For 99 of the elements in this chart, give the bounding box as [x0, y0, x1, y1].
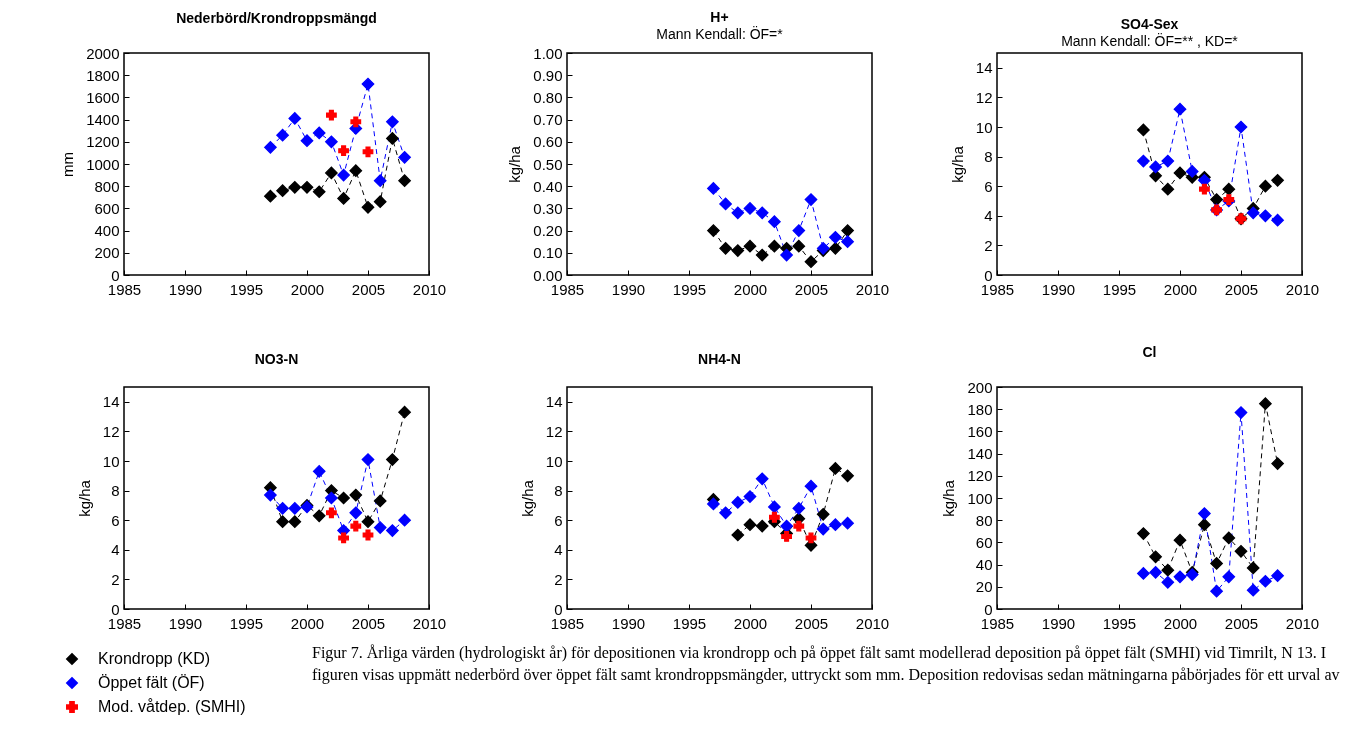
x-tick-label: 2000 — [1163, 280, 1198, 298]
y-axis-title: mm — [59, 152, 77, 177]
y-tick-label: 200 — [94, 244, 120, 262]
y-tick-label: 8 — [984, 148, 993, 166]
chart-title: NH4-N — [698, 351, 741, 367]
chart-subtitle: Mann Kendall: ÖF=* — [656, 25, 784, 42]
x-tick-label: 2010 — [1285, 614, 1320, 632]
y-tick-label: 6 — [984, 177, 993, 195]
y-tick-label: 60 — [975, 533, 993, 551]
y-tick-label: 10 — [102, 452, 120, 470]
x-tick-label: 2000 — [290, 614, 325, 632]
y-tick-label: 200 — [967, 378, 993, 396]
y-tick-label: 6 — [111, 511, 120, 529]
legend-label: Mod. våtdep. (SMHI) — [98, 698, 246, 715]
x-tick-label: 2000 — [1163, 614, 1198, 632]
x-tick-label: 2005 — [794, 280, 829, 298]
chart-title: Cl — [1142, 344, 1157, 360]
y-tick-label: 4 — [554, 541, 563, 559]
y-tick-label: 180 — [967, 400, 993, 418]
x-tick-label: 1990 — [611, 614, 646, 632]
y-tick-label: 14 — [102, 393, 120, 411]
x-tick-label: 1990 — [1041, 280, 1076, 298]
y-tick-label: 140 — [967, 445, 993, 463]
x-tick-label: 2005 — [1224, 614, 1259, 632]
y-tick-label: 1.00 — [533, 44, 563, 62]
x-tick-label: 2010 — [412, 280, 447, 298]
x-tick-label: 1995 — [1102, 280, 1137, 298]
y-tick-label: 20 — [975, 578, 993, 596]
y-tick-label: 1200 — [86, 133, 120, 151]
y-tick-label: 120 — [967, 467, 993, 485]
y-axis-title: kg/ha — [506, 145, 524, 183]
y-tick-label: 600 — [94, 199, 120, 217]
y-tick-label: 8 — [111, 482, 120, 500]
y-tick-label: 160 — [967, 422, 993, 440]
x-tick-label: 2000 — [290, 280, 325, 298]
y-tick-label: 1400 — [86, 111, 120, 129]
y-tick-label: 14 — [545, 393, 563, 411]
y-tick-label: 10 — [545, 452, 563, 470]
y-tick-label: 1000 — [86, 155, 120, 173]
legend-label: Öppet fält (ÖF) — [98, 674, 205, 691]
y-axis-title: kg/ha — [518, 479, 536, 517]
x-tick-label: 1995 — [672, 280, 707, 298]
y-tick-label: 2 — [554, 570, 563, 588]
y-tick-label: 2000 — [86, 44, 120, 62]
legend-label: Krondropp (KD) — [98, 650, 211, 667]
x-tick-label: 1995 — [229, 614, 264, 632]
x-tick-label: 2010 — [412, 614, 447, 632]
x-tick-label: 2005 — [794, 614, 829, 632]
y-tick-label: 2 — [111, 570, 120, 588]
y-tick-label: 8 — [554, 482, 563, 500]
y-tick-label: 4 — [111, 541, 120, 559]
x-tick-label: 1995 — [1102, 614, 1137, 632]
y-tick-label: 0.60 — [533, 133, 563, 151]
y-tick-label: 4 — [984, 207, 993, 225]
y-tick-label: 100 — [967, 489, 993, 507]
y-tick-label: 10 — [975, 118, 993, 136]
y-tick-label: 800 — [94, 177, 120, 195]
y-tick-label: 1600 — [86, 88, 120, 106]
y-tick-label: 6 — [554, 511, 563, 529]
y-tick-label: 0.70 — [533, 111, 563, 129]
y-tick-label: 0.40 — [533, 177, 563, 195]
y-tick-label: 0.10 — [533, 244, 563, 262]
x-tick-label: 1995 — [229, 280, 264, 298]
chart-title: NO3-N — [254, 351, 299, 367]
x-tick-label: 1990 — [168, 280, 203, 298]
y-tick-label: 2 — [984, 236, 993, 254]
y-tick-label: 14 — [975, 59, 993, 77]
x-tick-label: 2010 — [855, 280, 890, 298]
y-tick-label: 12 — [975, 88, 993, 106]
y-tick-label: 400 — [94, 222, 120, 240]
y-axis-title: kg/ha — [75, 479, 93, 517]
x-tick-label: 2005 — [351, 280, 386, 298]
y-tick-label: 0.20 — [533, 222, 563, 240]
x-tick-label: 1990 — [611, 280, 646, 298]
x-tick-label: 2005 — [351, 614, 386, 632]
x-tick-label: 2000 — [733, 614, 768, 632]
y-tick-label: 40 — [975, 556, 993, 574]
x-tick-label: 1990 — [1041, 614, 1076, 632]
y-tick-label: 12 — [102, 422, 120, 440]
y-tick-label: 0.80 — [533, 88, 563, 106]
y-tick-label: 0.30 — [533, 199, 563, 217]
chart-title: H+ — [710, 9, 729, 25]
y-axis-title: kg/ha — [940, 479, 958, 517]
x-tick-label: 1995 — [672, 614, 707, 632]
chart-subtitle: Mann Kendall: ÖF=** , KD=* — [1061, 32, 1239, 49]
y-tick-label: 12 — [545, 422, 563, 440]
chart-title: Nederbörd/Krondroppsmängd — [176, 10, 377, 26]
y-tick-label: 0.50 — [533, 155, 563, 173]
x-tick-label: 2000 — [733, 280, 768, 298]
x-tick-label: 2010 — [855, 614, 890, 632]
y-axis-title: kg/ha — [948, 145, 966, 183]
x-tick-label: 2005 — [1224, 280, 1259, 298]
x-tick-label: 2010 — [1285, 280, 1320, 298]
x-tick-label: 1990 — [168, 614, 203, 632]
y-tick-label: 0.90 — [533, 66, 563, 84]
text: Figur 7. Årliga värden (hydrologiskt år) för depositionen via krondropp och på öppet fält samt modellerad deposition på öppet fält (SMHI) vid Timrilt, N 13. I figuren visas uppmätt nederbörd över öppet fält samt krondroppsmängder, uttryckt som mm. Deposition redovisas sedan mätningarna påbörjades för ett urval av — [312, 643, 1341, 686]
y-tick-label: 1800 — [86, 66, 120, 84]
y-tick-label: 80 — [975, 511, 993, 529]
chart-title: SO4-Sex — [1120, 16, 1179, 32]
